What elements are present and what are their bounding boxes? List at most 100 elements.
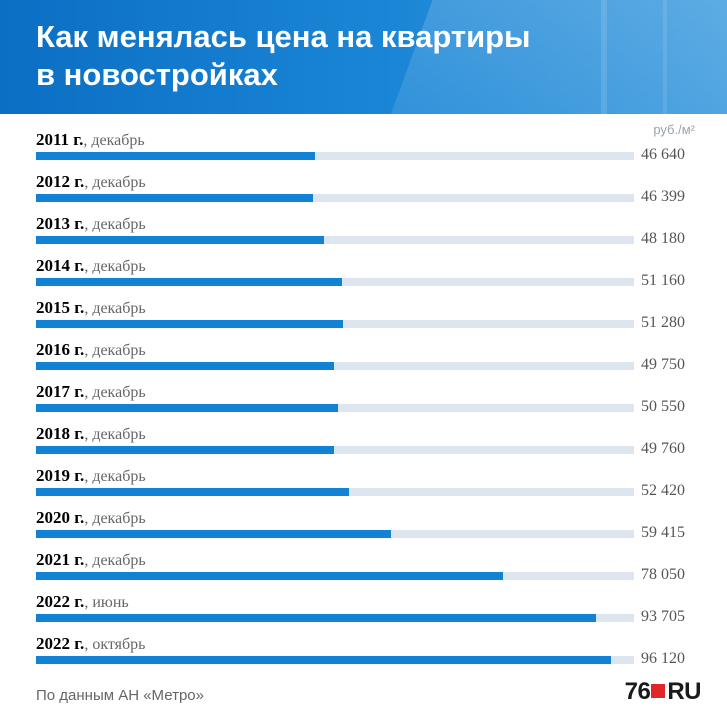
- category-year: 2017 г.: [36, 382, 85, 401]
- category-period: , декабрь: [84, 510, 146, 527]
- category-year: 2013 г.: [36, 214, 85, 233]
- value-label: 93 705: [641, 608, 685, 625]
- value-label: 49 760: [641, 440, 685, 457]
- bar-track: [36, 404, 634, 412]
- bar-track: [36, 530, 634, 538]
- category-period: , декабрь: [84, 342, 146, 359]
- bar: [36, 614, 597, 622]
- category-period: , декабрь: [84, 174, 146, 191]
- category-year: 2022 г.: [36, 634, 85, 653]
- bar: [36, 320, 343, 328]
- category-period: , декабрь: [84, 300, 146, 317]
- bar-track: [36, 278, 634, 286]
- bar-row: 2018 г., декабрь 49 760: [36, 422, 696, 464]
- value-label: 48 180: [641, 230, 685, 247]
- category-year: 2021 г.: [36, 550, 85, 569]
- category-label: 2020 г., декабрь: [36, 508, 146, 528]
- category-year: 2014 г.: [36, 256, 85, 275]
- bar-row: 2014 г., декабрь 51 160: [36, 254, 696, 296]
- category-label: 2022 г., июнь: [36, 592, 129, 612]
- bar-row: 2012 г., декабрь 46 399: [36, 170, 696, 212]
- unit-label: руб./м²: [653, 122, 695, 137]
- category-label: 2019 г., декабрь: [36, 466, 146, 486]
- category-period: , декабрь: [84, 468, 146, 485]
- category-label: 2022 г., октябрь: [36, 634, 145, 654]
- header-banner: Как менялась цена на квартиры в новостро…: [0, 0, 727, 114]
- category-label: 2013 г., декабрь: [36, 214, 146, 234]
- value-label: 78 050: [641, 566, 685, 583]
- bar-track: [36, 236, 634, 244]
- bar: [36, 572, 503, 580]
- bar-row: 2020 г., декабрь 59 415: [36, 506, 696, 548]
- bar-track: [36, 656, 634, 664]
- source-note: По данным АН «Метро»: [36, 687, 204, 704]
- category-period: , октябрь: [84, 636, 146, 653]
- value-label: 51 160: [641, 272, 685, 289]
- category-year: 2015 г.: [36, 298, 85, 317]
- category-label: 2014 г., декабрь: [36, 256, 146, 276]
- chart-title: Как менялась цена на квартиры в новостро…: [36, 18, 656, 94]
- bar: [36, 194, 314, 202]
- value-label: 59 415: [641, 524, 685, 541]
- banner-decoration: [601, 0, 607, 114]
- bar-row: 2013 г., декабрь 48 180: [36, 212, 696, 254]
- category-year: 2012 г.: [36, 172, 85, 191]
- category-year: 2022 г.: [36, 592, 85, 611]
- bar-row: 2011 г., декабрь 46 640: [36, 128, 696, 170]
- bar-track: [36, 320, 634, 328]
- category-period: , декабрь: [84, 216, 146, 233]
- category-period: , декабрь: [84, 258, 146, 275]
- category-year: 2020 г.: [36, 508, 85, 527]
- bar-track: [36, 446, 634, 454]
- bar-row: 2015 г., декабрь 51 280: [36, 296, 696, 338]
- category-period: , декабрь: [84, 552, 146, 569]
- bar-row: 2022 г., июнь 93 705: [36, 590, 696, 632]
- bar-rows: 2011 г., декабрь 46 640 2012 г., декабрь 46…: [36, 128, 696, 674]
- bar: [36, 278, 342, 286]
- bar-track: [36, 614, 634, 622]
- bar: [36, 404, 339, 412]
- category-label: 2017 г., декабрь: [36, 382, 146, 402]
- bar: [36, 530, 392, 538]
- category-label: 2021 г., декабрь: [36, 550, 146, 570]
- category-year: 2018 г.: [36, 424, 85, 443]
- bar-track: [36, 152, 634, 160]
- category-label: 2015 г., декабрь: [36, 298, 146, 318]
- value-label: 46 640: [641, 146, 685, 163]
- value-label: 51 280: [641, 314, 685, 331]
- category-year: 2016 г.: [36, 340, 85, 359]
- bar: [36, 152, 315, 160]
- bar-row: 2017 г., декабрь 50 550: [36, 380, 696, 422]
- category-year: 2011 г.: [36, 130, 84, 149]
- title-line-2: в новостройках: [36, 57, 278, 92]
- bar-row: 2019 г., декабрь 52 420: [36, 464, 696, 506]
- logo-text: RU: [667, 678, 701, 705]
- bar: [36, 656, 611, 664]
- category-label: 2016 г., декабрь: [36, 340, 146, 360]
- bar: [36, 236, 325, 244]
- category-label: 2012 г., декабрь: [36, 172, 146, 192]
- category-period: , декабрь: [84, 384, 146, 401]
- bar-track: [36, 488, 634, 496]
- value-label: 96 120: [641, 650, 685, 667]
- bar-row: 2021 г., декабрь 78 050: [36, 548, 696, 590]
- banner-decoration: [663, 0, 667, 114]
- value-label: 46 399: [641, 188, 685, 205]
- bar-track: [36, 362, 634, 370]
- value-label: 50 550: [641, 398, 685, 415]
- category-period: , декабрь: [83, 132, 145, 149]
- category-period: , декабрь: [84, 426, 146, 443]
- logo-square-icon: [651, 684, 666, 698]
- category-period: , июнь: [84, 594, 129, 611]
- bar-track: [36, 572, 634, 580]
- category-label: 2018 г., декабрь: [36, 424, 146, 444]
- bar: [36, 488, 350, 496]
- value-label: 49 750: [641, 356, 685, 373]
- title-line-1: Как менялась цена на квартиры: [36, 19, 531, 54]
- bar-row: 2022 г., октябрь 96 120: [36, 632, 696, 674]
- bar-row: 2016 г., декабрь 49 750: [36, 338, 696, 380]
- bar: [36, 446, 334, 454]
- logo-number: 76: [624, 678, 651, 705]
- value-label: 52 420: [641, 482, 685, 499]
- bar-track: [36, 194, 634, 202]
